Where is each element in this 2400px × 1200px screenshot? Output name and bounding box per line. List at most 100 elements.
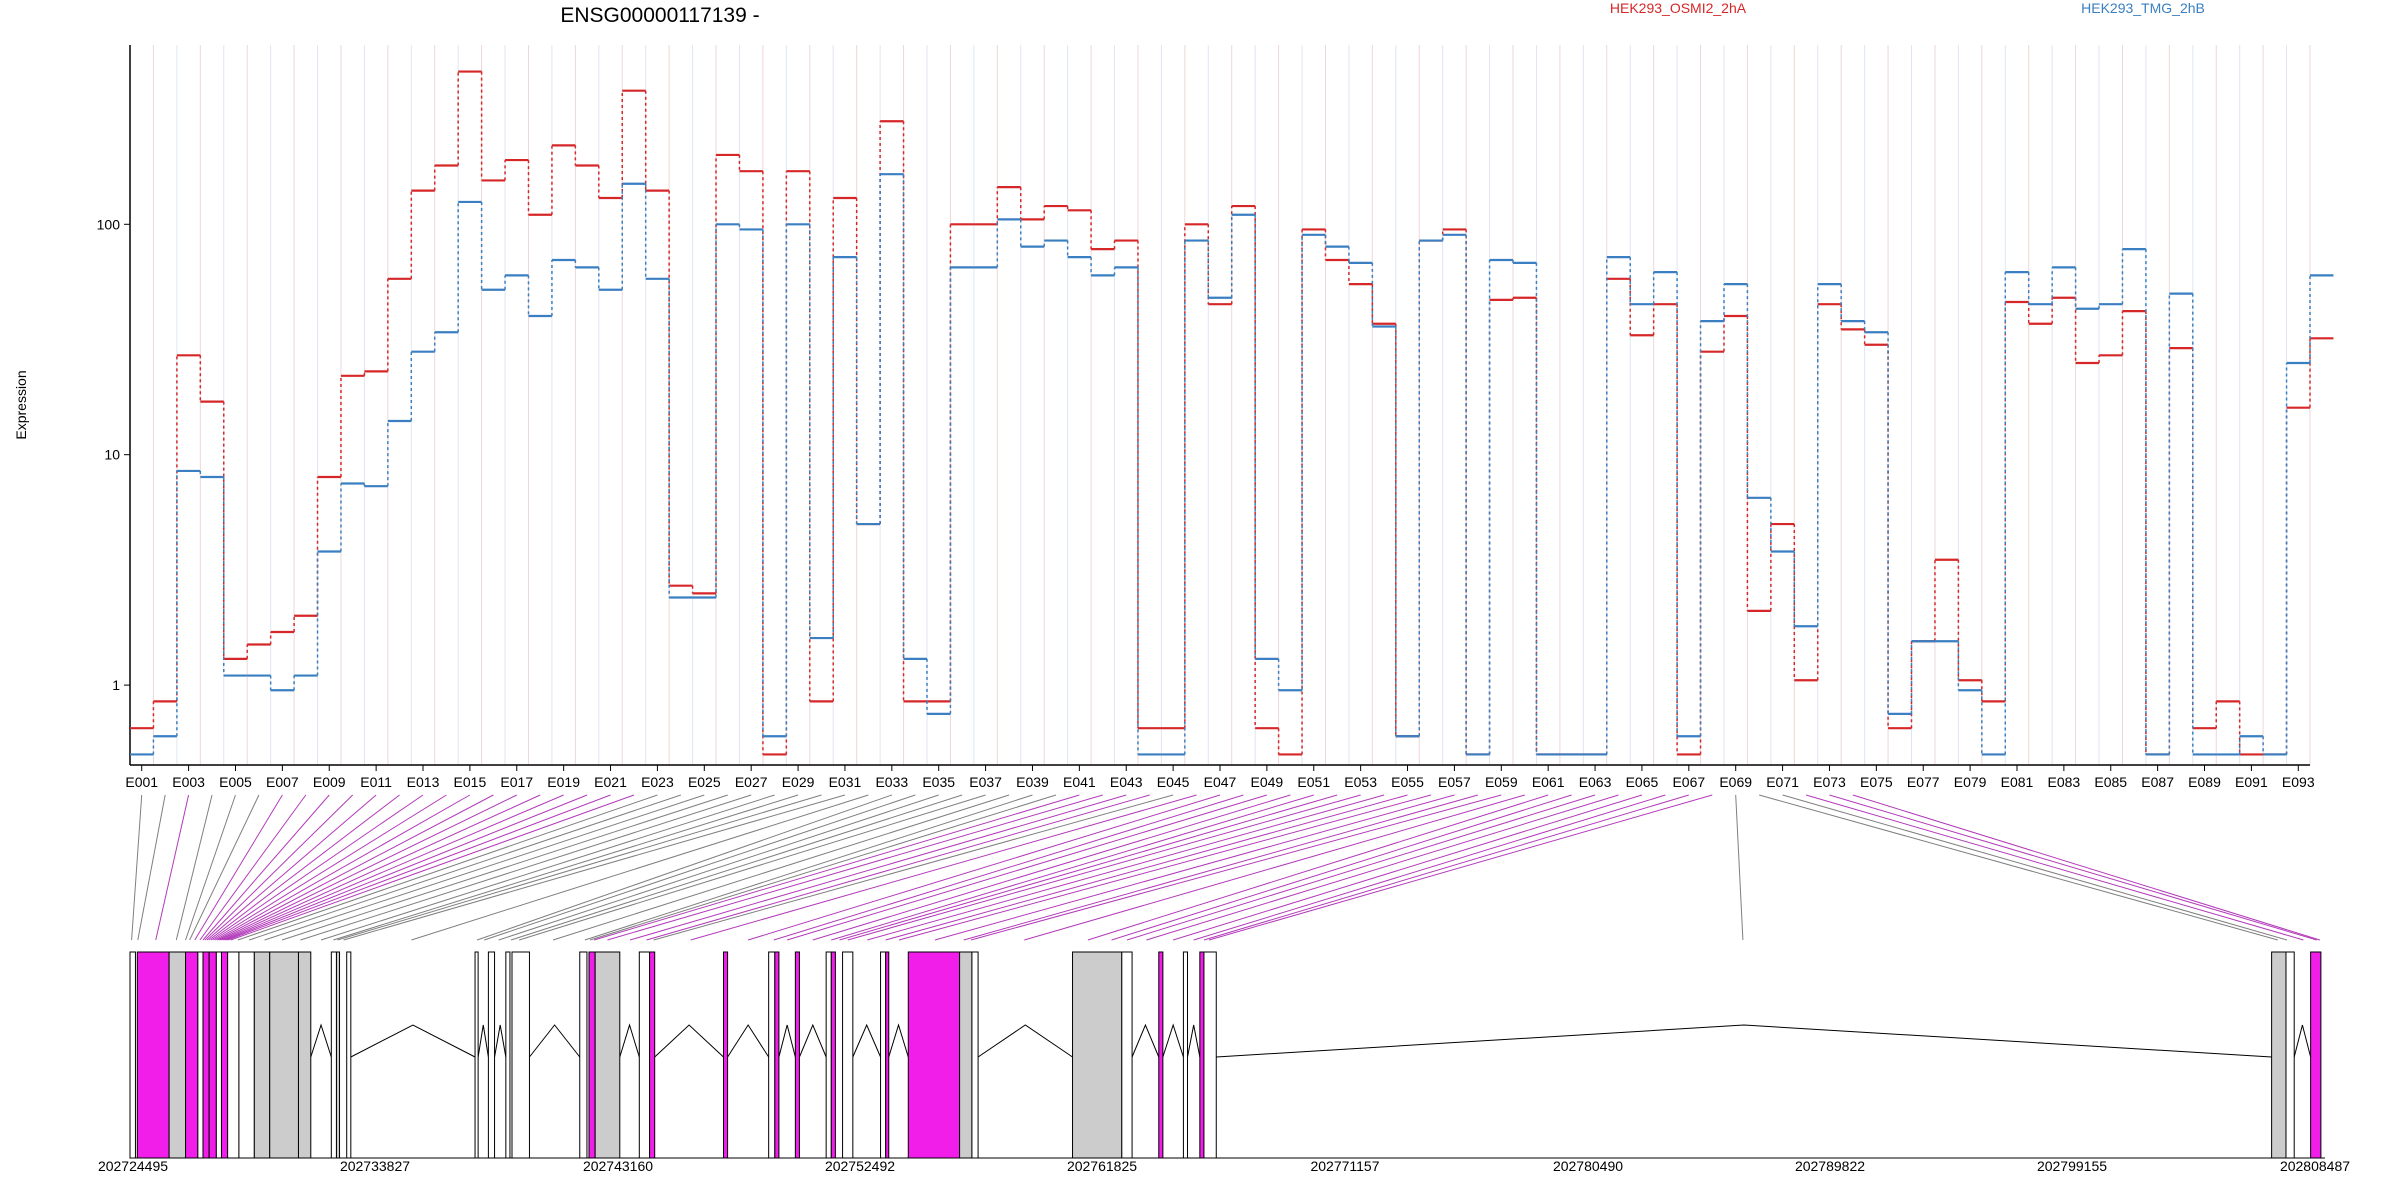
intron-line bbox=[977, 1024, 1073, 1058]
exon-genome-links bbox=[131, 794, 2321, 941]
x-tick-label: E043 bbox=[1110, 774, 1143, 790]
x-tick-label: E073 bbox=[1813, 774, 1846, 790]
exon-block bbox=[842, 951, 854, 1159]
exon-link bbox=[812, 794, 1291, 941]
x-tick-label: E029 bbox=[782, 774, 815, 790]
exon-link bbox=[249, 794, 682, 941]
intron-line bbox=[1131, 1023, 1160, 1058]
exon-block bbox=[774, 951, 780, 1159]
intron-line bbox=[1187, 1024, 1201, 1058]
exon-block bbox=[971, 951, 979, 1159]
x-tick-label: E063 bbox=[1579, 774, 1612, 790]
exon-link bbox=[1782, 794, 2288, 941]
exon-link bbox=[510, 794, 963, 941]
exon-block bbox=[335, 951, 341, 1159]
transcript-model bbox=[129, 951, 2322, 1159]
exon-block bbox=[2310, 951, 2322, 1159]
exon-link bbox=[1146, 794, 1619, 941]
exon-link bbox=[1852, 794, 2321, 941]
exon-link bbox=[934, 794, 1455, 941]
exon-link bbox=[202, 794, 330, 941]
exon-block bbox=[297, 951, 312, 1159]
exon-grid bbox=[129, 45, 2311, 765]
exon-link bbox=[189, 794, 260, 941]
exon-link bbox=[155, 794, 190, 941]
genome-coordinate-label: 202799155 bbox=[2037, 1158, 2107, 1174]
exon-link bbox=[281, 794, 728, 941]
y-tick-label: 10 bbox=[104, 447, 120, 463]
x-tick-label: E045 bbox=[1157, 774, 1190, 790]
exon-link bbox=[343, 794, 846, 941]
x-tick-label: E079 bbox=[1954, 774, 1987, 790]
genome-coordinate-label: 202752492 bbox=[825, 1158, 895, 1174]
exon-link bbox=[204, 794, 354, 941]
exon-link bbox=[786, 794, 1268, 941]
exon-link bbox=[885, 794, 1408, 941]
exon-block bbox=[185, 951, 199, 1159]
x-tick-label: E047 bbox=[1204, 774, 1237, 790]
intron-line bbox=[310, 1023, 332, 1058]
exon-link bbox=[519, 794, 986, 941]
exon-link bbox=[219, 794, 517, 941]
exon-link bbox=[646, 794, 1150, 941]
exon-block bbox=[1203, 951, 1217, 1159]
exon-block bbox=[511, 951, 530, 1159]
x-tick-label: E057 bbox=[1438, 774, 1471, 790]
exon-link bbox=[831, 794, 1314, 941]
series-2 bbox=[130, 173, 2334, 756]
intron-line bbox=[529, 1024, 581, 1058]
exon-block bbox=[880, 951, 887, 1159]
x-tick-label: E037 bbox=[969, 774, 1002, 790]
x-tick-label: E077 bbox=[1907, 774, 1940, 790]
x-tick-label: E001 bbox=[125, 774, 158, 790]
exon-block bbox=[220, 951, 229, 1159]
genome-coordinate-label: 202761825 bbox=[1067, 1158, 1137, 1174]
exon-link bbox=[131, 794, 143, 941]
intron-line bbox=[1216, 1024, 2272, 1058]
x-tick-label: E023 bbox=[641, 774, 674, 790]
exon-block bbox=[505, 951, 511, 1159]
exon-block bbox=[168, 951, 187, 1159]
genome-axis: 202724495 202733827 202743160 202752492 2027… bbox=[98, 1157, 2350, 1174]
exon-block bbox=[269, 951, 299, 1159]
exon-block bbox=[129, 951, 136, 1159]
exon-link bbox=[227, 794, 611, 941]
exon-link bbox=[690, 794, 1197, 941]
x-tick-label: E007 bbox=[266, 774, 299, 790]
exon-block bbox=[588, 951, 596, 1159]
x-tick-label: E089 bbox=[2188, 774, 2221, 790]
exon-block bbox=[830, 951, 836, 1159]
exon-block bbox=[238, 951, 255, 1159]
intron-line bbox=[888, 1023, 909, 1058]
x-tick-label: E021 bbox=[594, 774, 627, 790]
exon-link bbox=[215, 794, 471, 941]
exon-link bbox=[225, 794, 588, 941]
y-axis-label: Expression bbox=[13, 370, 29, 439]
exon-link bbox=[230, 794, 635, 941]
exon-block bbox=[474, 951, 479, 1159]
intron-line bbox=[619, 1023, 640, 1058]
genome-coordinate-label: 202780490 bbox=[1553, 1158, 1623, 1174]
exon-block bbox=[722, 951, 729, 1159]
exon-link bbox=[593, 794, 1080, 941]
x-tick-label: E015 bbox=[454, 774, 487, 790]
exon-link bbox=[210, 794, 424, 941]
x-tick-label: E035 bbox=[922, 774, 955, 790]
exon-block bbox=[208, 951, 217, 1159]
exon-link bbox=[1087, 794, 1549, 941]
exon-block bbox=[1121, 951, 1133, 1159]
exon-link bbox=[1829, 794, 2317, 941]
exon-link bbox=[584, 794, 1033, 941]
x-tick-label: E025 bbox=[688, 774, 721, 790]
series-lines bbox=[130, 70, 2334, 756]
x-axis: E001 E003 E005 E007 E009 E011 E013 E015 E017 E019… bbox=[125, 764, 2315, 790]
exon-link bbox=[552, 794, 1010, 941]
exon-link bbox=[1208, 794, 1713, 941]
exon-block bbox=[136, 951, 170, 1159]
x-tick-label: E055 bbox=[1391, 774, 1424, 790]
exon-link bbox=[208, 794, 400, 941]
exon-link bbox=[217, 794, 494, 941]
x-tick-label: E085 bbox=[2094, 774, 2127, 790]
x-tick-label: E019 bbox=[547, 774, 580, 790]
exon-link bbox=[199, 794, 307, 941]
